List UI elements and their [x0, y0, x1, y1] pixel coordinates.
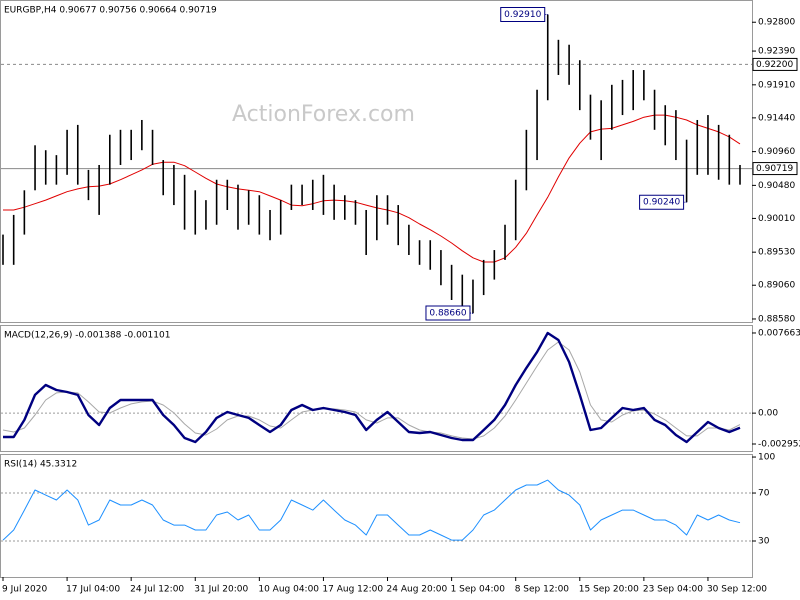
y-tick-label: 0.89060	[758, 281, 795, 291]
x-tick-label: 8 Sep 12:00	[515, 585, 570, 595]
panel-title: EURGBP,H4 0.90677 0.90756 0.90664 0.9071…	[4, 6, 217, 16]
y-tick-label: 0.91440	[758, 113, 795, 123]
x-tick-label: 1 Sep 04:00	[451, 585, 506, 595]
y-tick-label: 0.92390	[758, 47, 795, 57]
x-tick-label: 24 Jul 12:00	[130, 585, 184, 595]
y-tick-label: 30	[758, 537, 770, 547]
y-tick-label: 0.89530	[758, 248, 795, 258]
y-tick-label: -0.002952	[758, 440, 800, 450]
x-tick-label: 17 Jul 04:00	[66, 585, 120, 595]
y-tick-label: 0.00	[758, 409, 778, 419]
rsi-frame	[0, 454, 753, 578]
line-series	[3, 331, 741, 444]
annotation-box	[425, 305, 471, 321]
annotation-label: 0.88660	[429, 309, 466, 319]
y-tick-label: 0.88580	[758, 314, 795, 324]
y-tick-label: 0.90010	[758, 214, 795, 224]
annotation-label: 0.90240	[643, 198, 680, 208]
y-tick-label: 0.007663	[758, 328, 800, 338]
x-tick-label: 24 Aug 20:00	[387, 585, 448, 595]
y-tick-label: 100	[758, 453, 775, 463]
line-series	[3, 114, 741, 263]
price-frame	[0, 0, 753, 323]
x-tick-label: 30 Sep 12:00	[707, 585, 767, 595]
annotation-box	[639, 194, 685, 210]
panel-title: RSI(14) 45.3312	[4, 460, 77, 470]
macd-frame	[0, 325, 753, 452]
line-series	[2, 479, 741, 541]
x-tick-label: 10 Aug 04:00	[258, 585, 319, 595]
y-tick-label: 70	[758, 489, 770, 499]
y-tick-label: 0.90960	[758, 147, 795, 157]
level-box	[752, 57, 798, 71]
x-tick-label: 31 Jul 20:00	[194, 585, 248, 595]
watermark: ActionForex.com	[232, 102, 415, 127]
level-label: 0.92200	[756, 60, 793, 70]
y-tick-label: 0.91910	[758, 80, 795, 90]
annotation-label: 0.92910	[504, 10, 541, 20]
level-label: 0.90719	[756, 164, 793, 174]
panel-title: MACD(12,26,9) -0.001388 -0.001101	[4, 331, 170, 341]
line-series	[2, 341, 741, 440]
x-tick-label: 15 Sep 20:00	[579, 585, 639, 595]
x-tick-label: 9 Jul 2020	[2, 585, 47, 595]
y-tick-label: 0.90480	[758, 181, 795, 191]
annotation-box	[500, 7, 546, 23]
level-box	[752, 162, 798, 176]
x-tick-label: 17 Aug 12:00	[322, 585, 383, 595]
y-tick-label: 0.92800	[758, 18, 795, 28]
x-tick-label: 23 Sep 04:00	[643, 585, 703, 595]
